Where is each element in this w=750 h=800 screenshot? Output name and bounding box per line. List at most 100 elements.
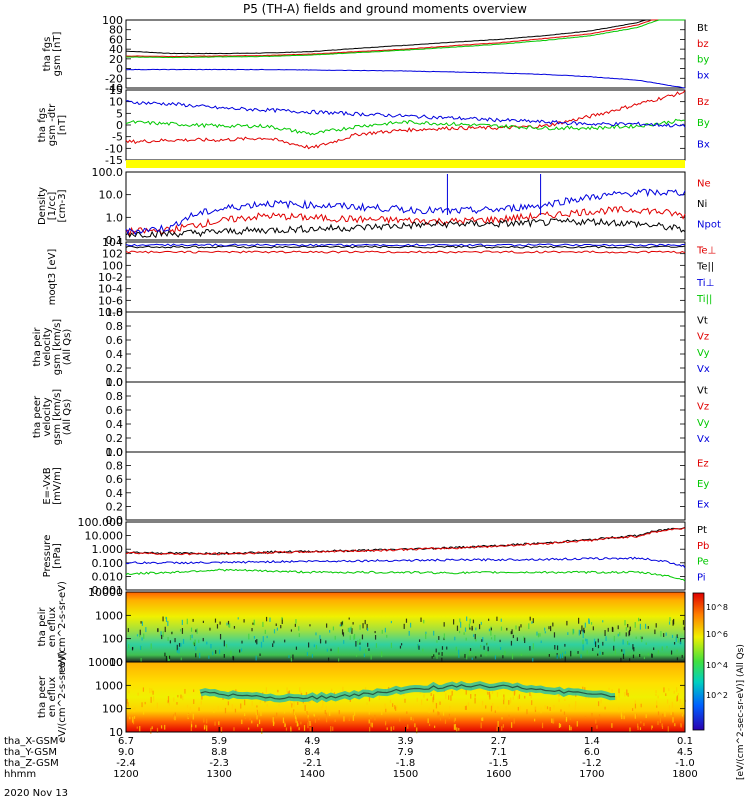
spectrogram-cell <box>418 645 420 650</box>
spectrogram-cell <box>472 634 475 637</box>
spectrogram-cell <box>319 635 321 640</box>
legend-entry: Vy <box>697 348 710 359</box>
panel-peir_eflux: 10000 1000 100 10 tha peir en eflux eV/(cm^2-s… <box>37 581 686 673</box>
panel-ylabel: [1/cc] <box>47 192 58 221</box>
spectrogram-cell <box>572 628 574 635</box>
spectrogram-cell <box>326 648 328 652</box>
spectrogram-cell <box>632 644 634 650</box>
spectrogram-cell <box>193 699 195 704</box>
y-tick-label: 10000 <box>88 656 123 669</box>
spectrogram-cell <box>567 632 569 636</box>
spectrogram-cell <box>660 631 662 637</box>
spectrogram-cell <box>319 638 322 644</box>
spectrogram-cell <box>480 654 482 657</box>
spectrogram-cell <box>625 627 627 631</box>
spectrogram-colorbar: 10^8 10^6 10^4 10^2 [eV/(cm^2-sec-sr-eV)… <box>692 592 746 780</box>
x-tick-label: 1500 <box>393 769 418 780</box>
spectrogram-cell <box>418 639 421 642</box>
spectrogram-cell <box>128 644 130 649</box>
spectrogram-cell <box>458 630 461 634</box>
legend-entry: Ey <box>697 479 709 490</box>
panel-ylabel: gsm [km/s] <box>52 389 63 445</box>
spectrogram-cell <box>378 694 380 701</box>
spectrogram-cell <box>196 628 198 634</box>
spectrogram-cell <box>220 726 223 733</box>
spectrogram-cell <box>586 650 588 655</box>
spectrogram-cell <box>466 655 468 660</box>
spectrogram-cell <box>662 713 664 718</box>
spectrogram-cell <box>309 700 311 704</box>
spectrogram-cell <box>338 658 340 662</box>
spectrogram-cell <box>195 724 197 728</box>
spectrogram-cell <box>518 694 521 699</box>
y-tick-label: 0.6 <box>106 334 124 347</box>
y-tick-label: 100.000 <box>78 516 124 529</box>
spectrogram-cell <box>152 696 155 702</box>
spectrogram-cell <box>329 630 331 633</box>
spectrogram-cell <box>450 695 452 701</box>
spectrogram-cell <box>241 640 243 644</box>
series-line-Npot <box>125 188 686 236</box>
spectrogram-cell <box>570 726 572 731</box>
legend-entry: Pb <box>697 541 709 552</box>
spectrogram-cell <box>511 653 514 660</box>
spectrogram-cell <box>201 694 203 700</box>
spectrogram-cell <box>453 717 456 723</box>
legend-entry: Pi <box>697 573 706 584</box>
spectrogram-cell <box>624 692 626 697</box>
spectrogram-cell <box>500 626 503 631</box>
spectrogram-cell <box>463 632 465 635</box>
spectrogram-cell <box>460 621 462 628</box>
spectrogram-cell <box>139 634 141 638</box>
panel-frame <box>125 19 686 89</box>
spectrogram-cell <box>417 643 419 649</box>
series-line-bz <box>125 19 685 58</box>
y-tick-label: 0.4 <box>106 418 124 431</box>
y-tick-label: 1.0 <box>106 306 124 319</box>
spectrogram-cell <box>320 706 323 712</box>
series-line-Pt <box>125 526 686 555</box>
spectrogram-cell <box>322 703 324 708</box>
spectrogram-cell <box>441 646 444 650</box>
y-tick-label: 104 <box>102 236 123 249</box>
panel-ylabel: velocity <box>42 327 53 366</box>
spectrogram-cell <box>524 637 526 644</box>
spectrogram-cell <box>564 698 566 701</box>
spectrogram-cell <box>635 636 637 639</box>
spectrogram-cell <box>449 706 451 711</box>
spectrogram-cell <box>604 630 606 637</box>
spectrogram-cell <box>180 694 182 699</box>
spectrogram-cell <box>164 724 166 730</box>
spectrogram-cell <box>381 709 383 715</box>
spectrogram-cell <box>239 649 241 653</box>
spectrogram-cell <box>273 715 276 718</box>
spectrogram-cell <box>273 629 276 634</box>
spectrogram-cell <box>436 640 438 643</box>
spectrogram-cell <box>311 653 314 658</box>
spectrogram-cell <box>435 648 437 653</box>
spectrogram-cell <box>625 632 627 637</box>
spectrogram-cell <box>206 641 208 645</box>
series-line-Pe <box>125 568 686 582</box>
spectrogram-cell <box>442 710 445 716</box>
spectrogram-cell <box>303 725 306 731</box>
spectrogram-cell <box>529 616 531 621</box>
spectrogram-cell <box>179 628 182 632</box>
spectrogram-cell <box>469 649 471 656</box>
spectrogram-cell <box>244 716 247 720</box>
spectrogram-cell <box>167 696 170 703</box>
spectrogram-cell <box>202 620 205 623</box>
spectrogram-cell <box>655 623 657 628</box>
spectrogram-cell <box>645 714 647 719</box>
spectrogram-cell <box>520 653 522 656</box>
legend-entry: By <box>697 118 710 129</box>
y-tick-label: 15 <box>109 84 123 97</box>
spectrogram-cell <box>257 723 259 727</box>
spectrogram-cell <box>637 723 639 728</box>
spectrogram-cell <box>683 711 685 715</box>
spectrogram-cell <box>306 651 309 656</box>
spectrogram-cell <box>501 726 503 731</box>
spectrogram-cell <box>554 644 556 650</box>
x-tick-label: 1300 <box>206 769 231 780</box>
spectrogram-cell <box>371 722 373 728</box>
